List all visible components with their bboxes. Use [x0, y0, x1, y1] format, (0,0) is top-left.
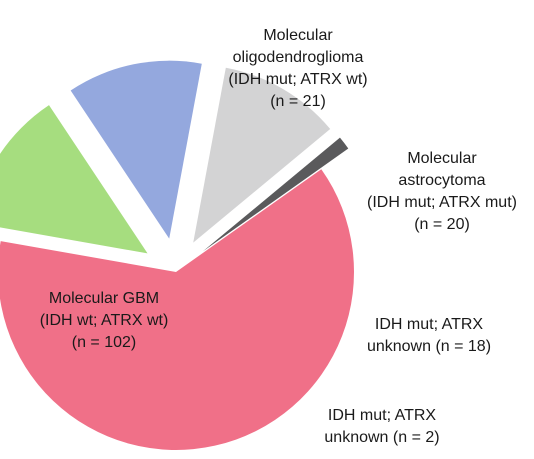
slice-label-3: IDH mut; ATRX unknown (n = 2) [324, 407, 439, 446]
pie-slice-3 [202, 137, 349, 252]
slice-label-4: Molecular GBM (IDH wt; ATRX wt) (n = 102) [40, 290, 169, 351]
pie-slice-4 [0, 169, 354, 451]
slice-label-0: Molecular oligodendroglioma (IDH mut; ATRX… [228, 27, 367, 110]
slice-label-2-line-0: IDH mut; ATRX [375, 316, 483, 333]
slice-label-3-line-1: unknown (n = 2) [324, 429, 439, 446]
pie-slice-2 [193, 67, 331, 243]
slice-label-0-line-2: (IDH mut; ATRX wt) [228, 71, 367, 88]
slice-label-4-line-2: (n = 102) [72, 334, 136, 351]
pie-labels: Molecular oligodendroglioma (IDH mut; ATRX… [40, 27, 517, 446]
slice-label-0-line-1: oligodendroglioma [233, 49, 364, 66]
slice-label-1: Molecular astrocytoma (IDH mut; ATRX mut) (… [367, 150, 517, 233]
pie-slice-1 [70, 60, 202, 239]
pie-slices [0, 60, 354, 451]
slice-label-0-line-3: (n = 21) [270, 93, 326, 110]
slice-label-1-line-1: astrocytoma [398, 172, 485, 189]
slice-label-4-line-0: Molecular GBM [49, 290, 159, 307]
pie-slice-0 [0, 105, 148, 254]
slice-label-2-line-1: unknown (n = 18) [367, 338, 491, 355]
slice-label-2: IDH mut; ATRX unknown (n = 18) [367, 316, 491, 355]
slice-label-3-line-0: IDH mut; ATRX [328, 407, 436, 424]
slice-label-1-line-3: (n = 20) [414, 216, 470, 233]
slice-label-0-line-0: Molecular [263, 27, 333, 44]
slice-label-1-line-0: Molecular [407, 150, 477, 167]
slice-label-1-line-2: (IDH mut; ATRX mut) [367, 194, 517, 211]
slice-label-4-line-1: (IDH wt; ATRX wt) [40, 312, 169, 329]
